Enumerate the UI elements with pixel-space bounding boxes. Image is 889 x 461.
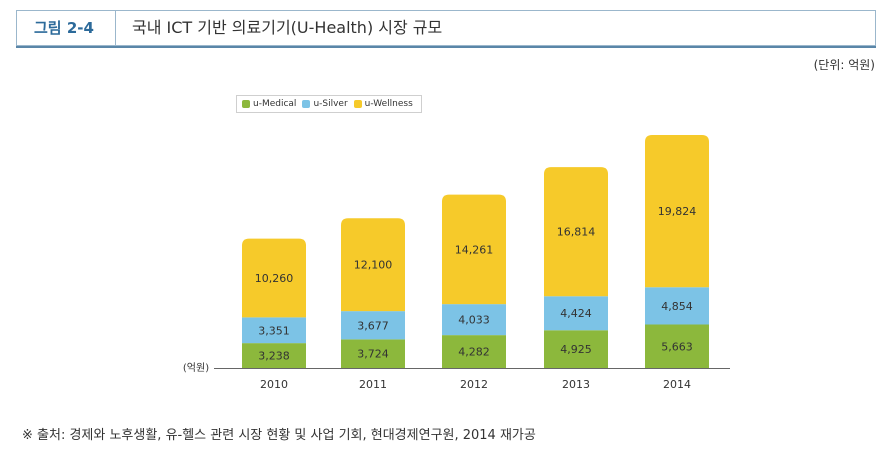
legend-item-medical: u-Medical xyxy=(242,99,296,109)
data-label-medical-2010: 3,238 xyxy=(258,350,290,363)
data-label-silver-2010: 3,351 xyxy=(258,324,290,337)
legend-label-medical: u-Medical xyxy=(253,99,297,109)
bar-segment-medical-2010 xyxy=(242,343,306,368)
x-tick-label-2011: 2011 xyxy=(359,378,387,391)
bar-group: 3,238 3,351 10,260 2010 3,724 3,677 12,100 2011… xyxy=(242,135,709,391)
data-label-wellness-2012: 14,261 xyxy=(455,243,494,256)
data-label-wellness-2014: 19,824 xyxy=(658,205,697,218)
x-tick-label-2014: 2014 xyxy=(663,378,691,391)
legend-label-wellness: u-Wellness xyxy=(364,99,413,109)
bar-segment-wellness-2012 xyxy=(442,194,506,305)
y-axis-label: (억원) xyxy=(183,362,209,374)
bar-segment-silver-2011 xyxy=(341,311,405,340)
data-label-wellness-2010: 10,260 xyxy=(255,272,294,285)
bar-segment-medical-2013 xyxy=(544,330,608,368)
data-label-silver-2013: 4,424 xyxy=(560,307,592,320)
data-label-medical-2014: 5,663 xyxy=(661,340,693,353)
data-label-medical-2011: 3,724 xyxy=(357,348,389,361)
figure-title-box xyxy=(16,10,876,46)
bar-segment-silver-2010 xyxy=(242,317,306,344)
bar-segment-wellness-2010 xyxy=(242,238,306,318)
legend-swatch-wellness xyxy=(353,100,362,108)
x-tick-label-2010: 2010 xyxy=(260,378,288,391)
data-label-silver-2014: 4,854 xyxy=(661,300,693,313)
bar-segment-silver-2013 xyxy=(544,296,608,331)
unit-label: (단위: 억원) xyxy=(813,58,875,72)
figure-title: 국내 ICT 기반 의료기기(U-Health) 시장 규모 xyxy=(132,18,443,37)
data-label-silver-2011: 3,677 xyxy=(357,319,389,332)
data-label-wellness-2013: 16,814 xyxy=(557,226,596,239)
legend-item-silver: u-Silver xyxy=(302,99,348,109)
x-tick-label-2012: 2012 xyxy=(460,378,488,391)
chart-legend: u-Medical u-Silver u-Wellness xyxy=(236,95,422,113)
x-tick-label-2013: 2013 xyxy=(562,378,590,391)
data-label-medical-2012: 4,282 xyxy=(458,346,490,359)
legend-label-silver: u-Silver xyxy=(313,99,348,109)
title-underline xyxy=(16,46,876,48)
figure-label: 그림 2-4 xyxy=(18,11,116,45)
bar-segment-wellness-2014 xyxy=(645,135,709,288)
bar-segment-medical-2011 xyxy=(341,339,405,368)
data-label-medical-2013: 4,925 xyxy=(560,343,592,356)
legend-swatch-silver xyxy=(302,100,311,108)
bar-segment-medical-2012 xyxy=(442,335,506,368)
legend-item-wellness: u-Wellness xyxy=(353,99,413,109)
source-note: ※ 출처: 경제와 노후생활, 유-헬스 관련 시장 현황 및 사업 기회, 현… xyxy=(22,428,536,443)
bar-segment-wellness-2011 xyxy=(341,218,405,312)
bar-segment-wellness-2013 xyxy=(544,167,608,297)
legend-swatch-medical xyxy=(242,100,250,108)
bar-segment-silver-2012 xyxy=(442,304,506,336)
bar-segment-silver-2014 xyxy=(645,287,709,325)
data-label-wellness-2011: 12,100 xyxy=(354,259,393,272)
bar-segment-medical-2014 xyxy=(645,324,709,368)
data-label-silver-2012: 4,033 xyxy=(458,314,490,327)
